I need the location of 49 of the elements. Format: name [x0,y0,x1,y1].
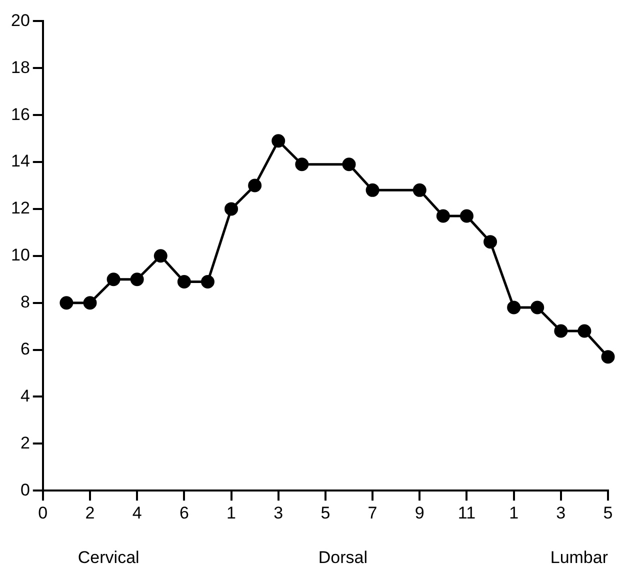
y-tick-label: 8 [20,292,30,312]
y-tick-label: 20 [10,10,30,30]
x-tick-label: 7 [368,503,378,522]
point [106,272,120,286]
point [154,249,168,263]
x-tick-label: 11 [458,503,476,522]
x-tick-label: 6 [179,503,189,522]
y-tick-label: 16 [10,104,30,124]
point [272,134,286,148]
point [578,324,592,338]
x-tick-label: 2 [85,503,95,522]
text: Dorsal [318,548,368,567]
point [177,274,191,288]
y-tick-label: 18 [10,58,30,77]
y-tick-label: 2 [20,433,30,452]
x-tick-label: 3 [556,503,566,522]
x-tick-label: 1 [226,503,236,522]
y-tick-label: 4 [20,386,30,406]
point [342,158,356,172]
point [484,235,498,249]
point [248,178,262,192]
point [507,300,521,314]
x-tick-label: 5 [603,503,613,522]
point [601,350,615,364]
x-tick-label: 0 [38,503,48,522]
y-tick-label: 6 [20,339,30,358]
point [83,296,97,310]
point [60,296,74,310]
y-tick-label: 0 [20,480,30,500]
point [366,183,380,197]
point [460,209,474,223]
point [530,300,544,314]
point [224,202,238,216]
point [412,183,426,197]
y-tick-label: 12 [10,198,30,218]
y-tick-label: 14 [10,152,30,171]
point [200,274,214,288]
point [436,209,450,223]
point [295,158,309,172]
point [130,272,144,286]
x-tick-label: 9 [414,503,424,522]
point [554,324,568,338]
x-tick-label: 1 [509,503,519,522]
x-tick-label: 4 [132,503,142,522]
text: Cervical [78,548,140,567]
x-tick-label: 5 [320,503,330,522]
text: Lumbar [550,548,608,567]
y-tick-label: 10 [10,246,30,265]
x-tick-label: 3 [274,503,284,522]
